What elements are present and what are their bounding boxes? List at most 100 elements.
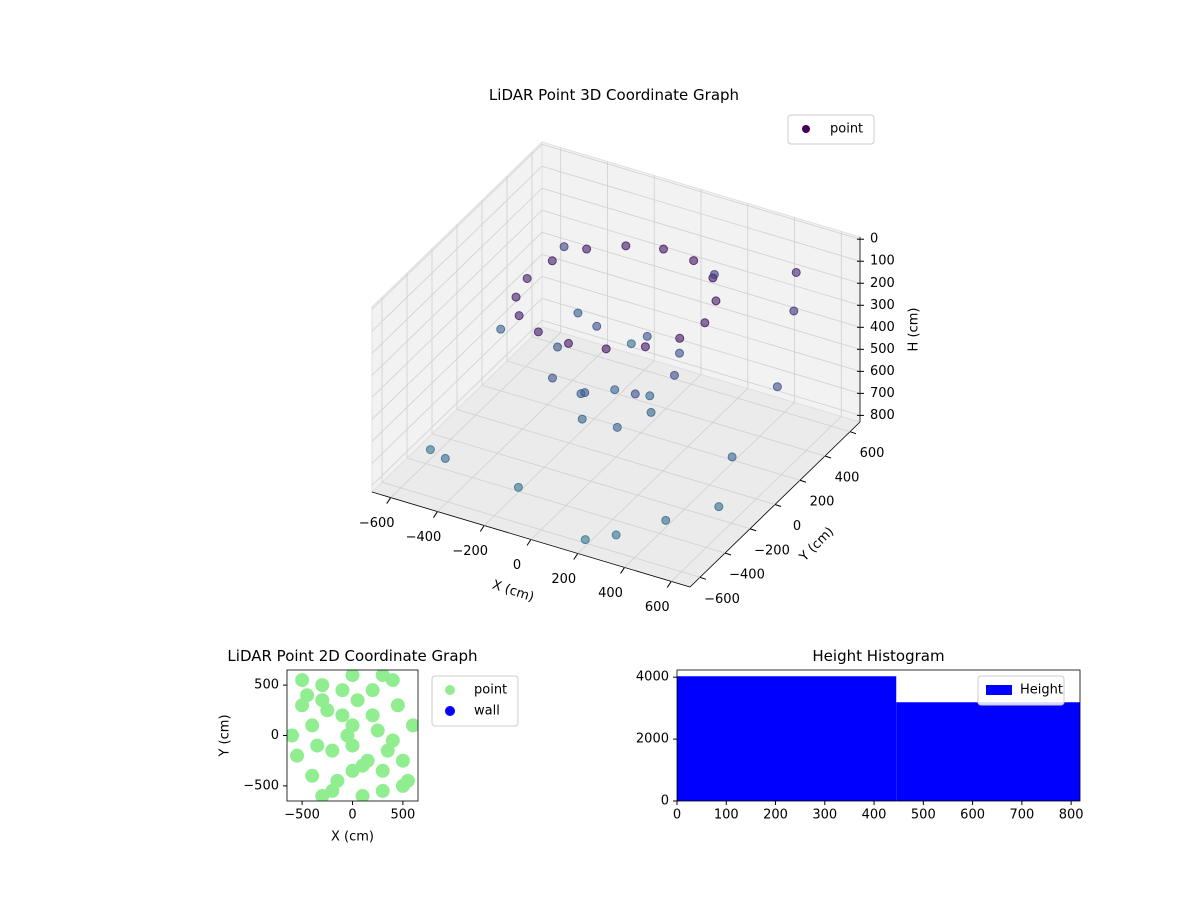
grid-line — [371, 276, 543, 442]
grid-line — [506, 360, 826, 457]
y-tick-label: 500 — [254, 678, 279, 693]
data-point — [335, 683, 350, 698]
legend-box — [787, 114, 875, 145]
x-tick — [526, 539, 532, 546]
z-tick-label: 200 — [870, 276, 895, 291]
data-point — [405, 718, 418, 733]
x-axis-label: X (cm) — [490, 578, 536, 606]
y-tick — [724, 552, 732, 556]
y-tick-label: 400 — [835, 470, 860, 485]
data-point — [547, 373, 557, 383]
y-tick-label: 4000 — [636, 670, 669, 685]
grid-line — [541, 253, 861, 350]
plot-area — [287, 670, 418, 801]
x-axis-label: X (cm) — [331, 830, 374, 845]
data-point — [659, 244, 668, 254]
data-point — [700, 318, 710, 328]
grid-line — [371, 320, 543, 486]
x-tick-label: 0 — [513, 558, 521, 573]
data-point — [385, 733, 400, 748]
legend-box — [977, 675, 1065, 706]
data-point — [390, 698, 405, 713]
x-tick — [620, 567, 625, 574]
data-point — [576, 389, 586, 399]
chart-title: LiDAR Point 3D Coordinate Graph — [489, 86, 739, 104]
y-tick-label: −400 — [729, 568, 765, 583]
chart-title: Height Histogram — [812, 647, 944, 665]
data-point — [315, 693, 330, 708]
data-point — [789, 306, 799, 316]
x-tick-label: 400 — [598, 586, 623, 601]
x-tick-label: 700 — [1009, 808, 1034, 823]
data-point — [310, 738, 325, 753]
grid-line — [371, 165, 543, 332]
data-point — [425, 445, 435, 455]
data-point — [610, 385, 620, 395]
data-point — [330, 773, 345, 788]
data-point — [675, 348, 685, 358]
z-tick-label: 700 — [870, 386, 895, 401]
x-tick — [573, 553, 579, 560]
data-point — [727, 452, 737, 462]
y-tick-label: 0 — [271, 728, 279, 743]
grid-line — [371, 254, 543, 420]
y-tick — [699, 576, 707, 580]
data-point — [305, 768, 320, 783]
data-point — [290, 748, 305, 763]
x-tick-label: 0 — [348, 808, 356, 823]
data-point — [400, 773, 415, 788]
y-tick-label: −600 — [704, 592, 740, 607]
y-tick-label: −200 — [754, 543, 790, 558]
z-tick-label: 0 — [870, 232, 878, 247]
grid-line — [371, 209, 543, 376]
x-tick — [386, 497, 392, 504]
legend-label: point — [474, 683, 507, 698]
data-point — [315, 788, 330, 801]
grid-line — [541, 143, 861, 240]
x-tick-label: −600 — [359, 516, 395, 531]
x-tick-label: −500 — [284, 808, 320, 823]
legend-label: Height — [1020, 683, 1063, 698]
data-point — [559, 242, 569, 252]
data-point — [714, 502, 724, 512]
data-point — [300, 688, 315, 703]
data-point — [791, 267, 801, 277]
data-point — [511, 292, 521, 302]
data-point — [646, 407, 656, 417]
data-point — [630, 389, 640, 399]
grid-line — [541, 297, 861, 394]
y-axis-label: Y (cm) — [796, 524, 837, 565]
x-tick — [666, 581, 672, 588]
data-point — [375, 670, 390, 683]
y-tick — [824, 455, 832, 459]
data-point — [370, 723, 385, 738]
legend-marker — [802, 125, 810, 133]
data-point — [440, 453, 450, 463]
data-point — [612, 422, 622, 432]
data-point — [592, 321, 602, 331]
x-tick — [479, 525, 485, 532]
grid-line — [371, 232, 543, 398]
x-tick-label: 300 — [812, 808, 837, 823]
legend-marker — [445, 706, 455, 716]
data-point — [564, 338, 573, 348]
data-point — [675, 333, 685, 343]
bar — [677, 676, 897, 801]
x-tick — [433, 511, 438, 518]
data-point — [709, 269, 719, 279]
data-point — [645, 391, 655, 401]
bar — [896, 702, 1080, 801]
grid-line — [381, 481, 701, 578]
z-tick-label: 600 — [870, 364, 895, 379]
z-tick-label: 400 — [870, 320, 895, 335]
grid-line — [456, 409, 776, 505]
data-point — [772, 382, 782, 392]
legend-marker — [445, 685, 455, 695]
x-tick-label: 200 — [763, 808, 788, 823]
x-tick-label: −400 — [406, 530, 442, 545]
data-point — [689, 256, 699, 266]
y-tick — [849, 431, 857, 435]
grid-line — [371, 187, 543, 354]
